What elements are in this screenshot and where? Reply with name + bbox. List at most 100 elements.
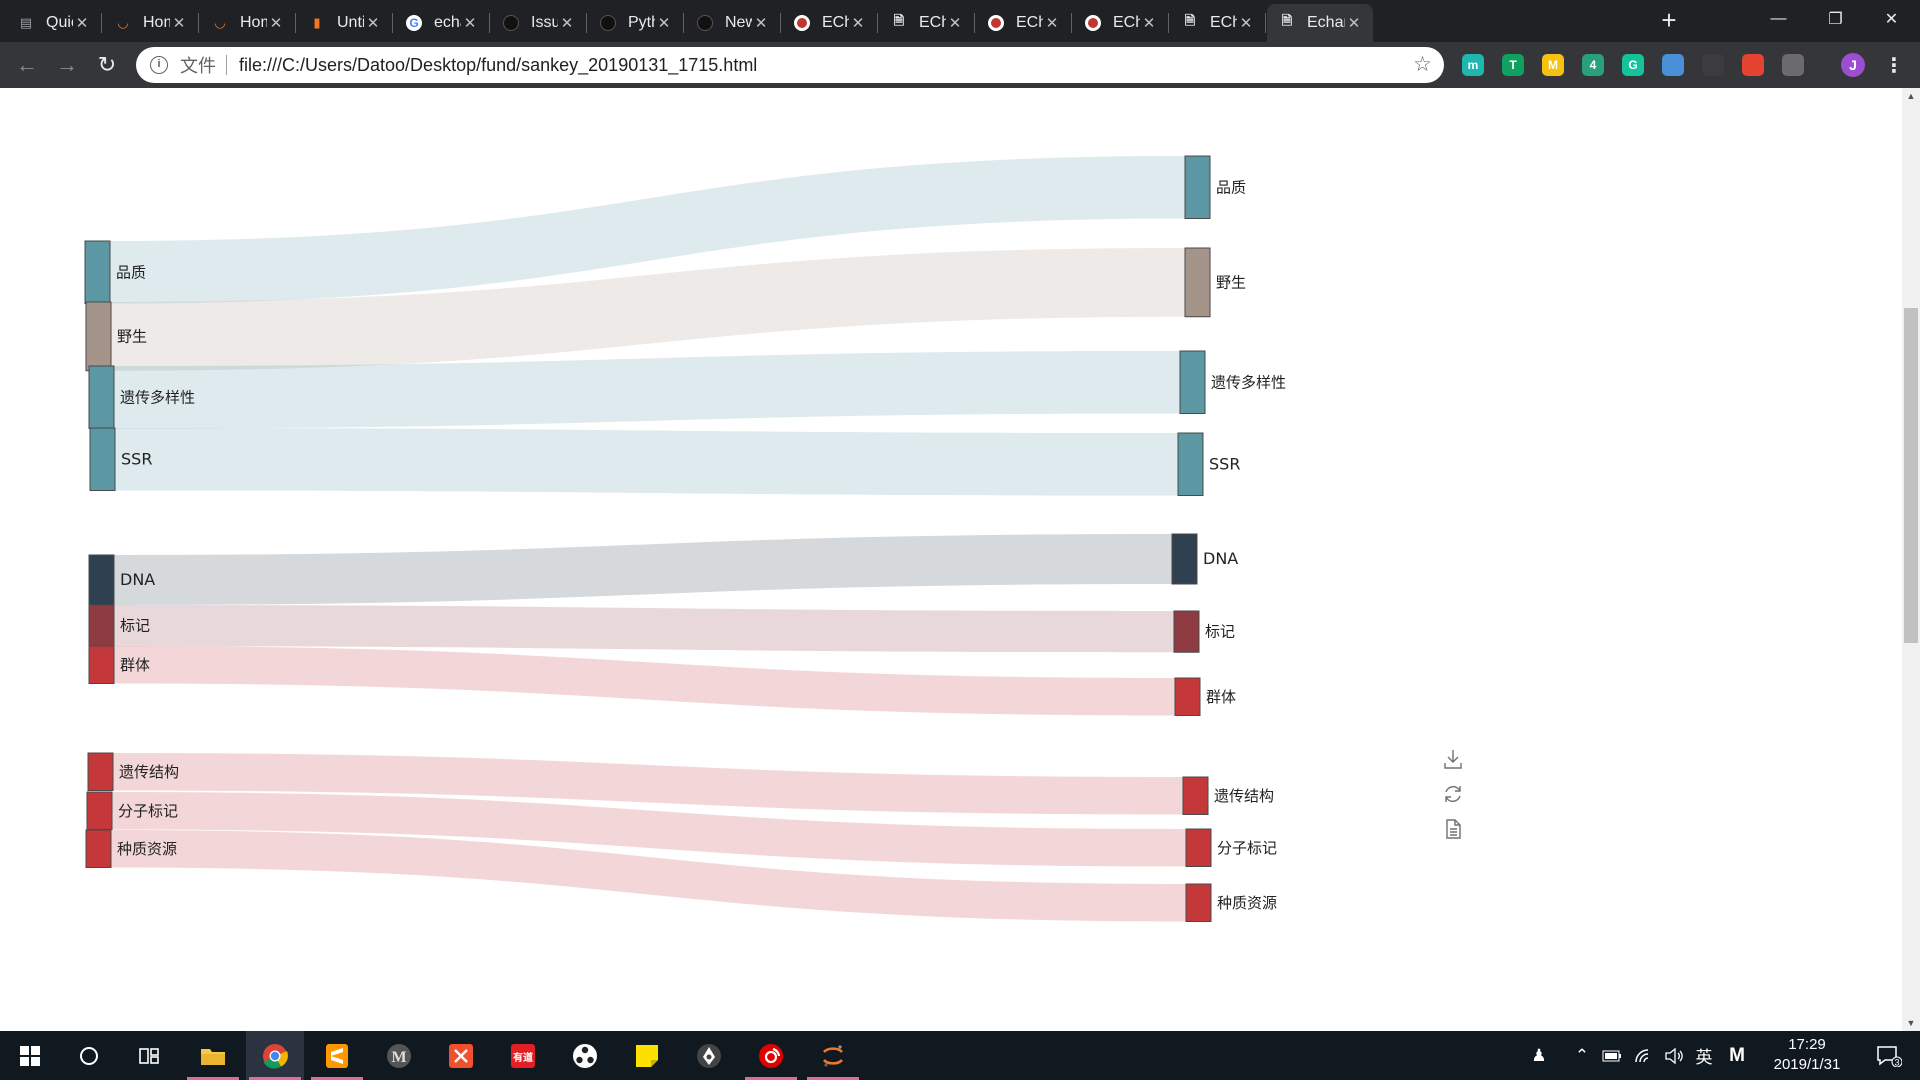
task-view-button[interactable] bbox=[120, 1031, 178, 1080]
browser-tab[interactable]: ECharts✕ bbox=[782, 4, 878, 42]
sankey-node-target[interactable] bbox=[1177, 432, 1204, 496]
jupyter-icon[interactable] bbox=[804, 1031, 862, 1080]
markdown-icon[interactable]: M bbox=[370, 1031, 428, 1080]
m-extension-icon[interactable]: M bbox=[1542, 54, 1564, 76]
info-icon[interactable]: i bbox=[150, 56, 168, 74]
sankey-node-source[interactable] bbox=[85, 829, 112, 868]
sankey-node-target[interactable] bbox=[1184, 247, 1211, 318]
data-view-icon[interactable] bbox=[1442, 818, 1464, 840]
file-explorer-icon[interactable] bbox=[184, 1031, 242, 1080]
sankey-link[interactable] bbox=[114, 351, 1180, 429]
sankey-node-target[interactable] bbox=[1182, 776, 1209, 815]
todoist-icon[interactable] bbox=[1742, 54, 1764, 76]
maximize-button[interactable]: ❐ bbox=[1828, 11, 1843, 28]
browser-tab[interactable]: ◡ Home✕ bbox=[103, 4, 199, 42]
browser-tab[interactable]: Issues✕ bbox=[491, 4, 587, 42]
browser-tab[interactable]: 🗎 ECharts✕ bbox=[879, 4, 975, 42]
new-tab-button[interactable]: + bbox=[1661, 5, 1677, 35]
search-button[interactable] bbox=[60, 1031, 118, 1080]
browser-tab[interactable]: ▤ Quick✕ bbox=[6, 4, 102, 42]
back-button[interactable]: ← bbox=[16, 52, 38, 77]
page-scrollbar[interactable]: ▲ ▼ bbox=[1902, 88, 1920, 1031]
tab-close-icon[interactable]: ✕ bbox=[75, 15, 89, 32]
sankey-node-target[interactable] bbox=[1184, 155, 1211, 219]
sankey-node-source[interactable] bbox=[88, 604, 115, 647]
volume-icon[interactable] bbox=[1660, 1031, 1688, 1080]
tab-close-icon[interactable]: ✕ bbox=[1045, 15, 1059, 32]
people-icon[interactable]: ♟ bbox=[1531, 1045, 1547, 1065]
grammarly-icon[interactable]: G bbox=[1622, 54, 1644, 76]
tray-chevron-icon[interactable]: ⌃ bbox=[1574, 1045, 1590, 1065]
sankey-node-target[interactable] bbox=[1185, 828, 1212, 867]
sankey-link[interactable] bbox=[114, 534, 1172, 605]
chrome-icon[interactable] bbox=[246, 1031, 304, 1080]
tab-close-icon[interactable]: ✕ bbox=[172, 15, 186, 32]
bookmark-star-icon[interactable]: ☆ bbox=[1413, 53, 1432, 76]
tab-close-icon[interactable]: ✕ bbox=[1142, 15, 1156, 32]
tampermonkey-icon[interactable]: T bbox=[1502, 54, 1524, 76]
profile-avatar[interactable]: J bbox=[1841, 53, 1865, 77]
download-icon[interactable] bbox=[1442, 748, 1464, 770]
sankey-node-target[interactable] bbox=[1171, 533, 1198, 585]
tab-close-icon[interactable]: ✕ bbox=[366, 15, 380, 32]
browser-tab[interactable]: ▮ Untitled✕ bbox=[297, 4, 393, 42]
tab-close-icon[interactable]: ✕ bbox=[851, 15, 865, 32]
sankey-node-source[interactable] bbox=[87, 752, 114, 791]
davinci-icon[interactable] bbox=[556, 1031, 614, 1080]
system-clock[interactable]: 17:29 2019/1/31 bbox=[1762, 1035, 1852, 1075]
tab-close-icon[interactable]: ✕ bbox=[560, 15, 574, 32]
teal-extension-icon[interactable]: m bbox=[1462, 54, 1484, 76]
action-center-button[interactable]: 3 bbox=[1866, 1031, 1912, 1080]
sankey-link[interactable] bbox=[111, 248, 1185, 371]
sankey-node-target[interactable] bbox=[1179, 350, 1206, 414]
shield-extension-icon[interactable] bbox=[1662, 54, 1684, 76]
sankey-node-target[interactable] bbox=[1174, 677, 1201, 716]
xmind-icon[interactable] bbox=[432, 1031, 490, 1080]
sankey-link[interactable] bbox=[114, 605, 1174, 653]
tab-close-icon[interactable]: ✕ bbox=[1239, 15, 1253, 32]
tab-close-icon[interactable]: ✕ bbox=[657, 15, 671, 32]
sankey-node-source[interactable] bbox=[88, 554, 115, 606]
inkscape-icon[interactable] bbox=[680, 1031, 738, 1080]
browser-tab[interactable]: ECharts✕ bbox=[976, 4, 1072, 42]
sankey-node-target[interactable] bbox=[1185, 883, 1212, 922]
sankey-link[interactable] bbox=[113, 753, 1183, 815]
sankey-node-source[interactable] bbox=[85, 301, 112, 372]
browser-tab[interactable]: Python✕ bbox=[588, 4, 684, 42]
share-extension-icon[interactable]: 4 bbox=[1582, 54, 1604, 76]
browser-tab[interactable]: 🗎 ECharts✕ bbox=[1170, 4, 1266, 42]
tab-close-icon[interactable]: ✕ bbox=[948, 15, 962, 32]
tab-close-icon[interactable]: ✕ bbox=[463, 15, 477, 32]
reload-button[interactable]: ↻ bbox=[97, 52, 117, 77]
sankey-node-source[interactable] bbox=[86, 791, 113, 830]
browser-tab[interactable]: Gecharts✕ bbox=[394, 4, 490, 42]
address-url[interactable]: file:///C:/Users/Datoo/Desktop/fund/sank… bbox=[239, 54, 758, 75]
forward-button[interactable]: → bbox=[56, 52, 78, 77]
scroll-up-arrow-icon[interactable]: ▲ bbox=[1906, 91, 1916, 101]
sankey-node-source[interactable] bbox=[84, 240, 111, 304]
start-button[interactable] bbox=[1, 1031, 59, 1080]
sankey-link[interactable] bbox=[115, 428, 1178, 496]
refresh-icon[interactable] bbox=[1442, 783, 1464, 805]
sankey-node-source[interactable] bbox=[89, 427, 116, 491]
sankey-link[interactable] bbox=[111, 830, 1186, 922]
browser-tab[interactable]: ◡ Home✕ bbox=[200, 4, 296, 42]
sankey-link[interactable] bbox=[110, 156, 1185, 304]
browser-tab[interactable]: New ✕ bbox=[685, 4, 781, 42]
sankey-node-source[interactable] bbox=[88, 365, 115, 429]
minimize-button[interactable]: — bbox=[1770, 10, 1787, 27]
ime-language-indicator[interactable]: 英 bbox=[1695, 1048, 1713, 1067]
ime-mode-indicator[interactable]: M bbox=[1729, 1044, 1745, 1066]
sankey-link[interactable] bbox=[114, 646, 1175, 716]
sticky-notes-icon[interactable] bbox=[618, 1031, 676, 1080]
address-bar[interactable]: i 文件 file:///C:/Users/Datoo/Desktop/fund… bbox=[136, 47, 1444, 83]
scroll-down-arrow-icon[interactable]: ▼ bbox=[1906, 1018, 1916, 1028]
glasses-extension-icon[interactable] bbox=[1782, 54, 1804, 76]
scrollbar-thumb[interactable] bbox=[1904, 308, 1918, 643]
sankey-link[interactable] bbox=[112, 792, 1186, 867]
battery-icon[interactable] bbox=[1598, 1031, 1626, 1080]
sankey-node-source[interactable] bbox=[88, 645, 115, 684]
netease-music-icon[interactable] bbox=[742, 1031, 800, 1080]
wifi-icon[interactable] bbox=[1630, 1031, 1658, 1080]
circle-extension-icon[interactable] bbox=[1702, 54, 1724, 76]
